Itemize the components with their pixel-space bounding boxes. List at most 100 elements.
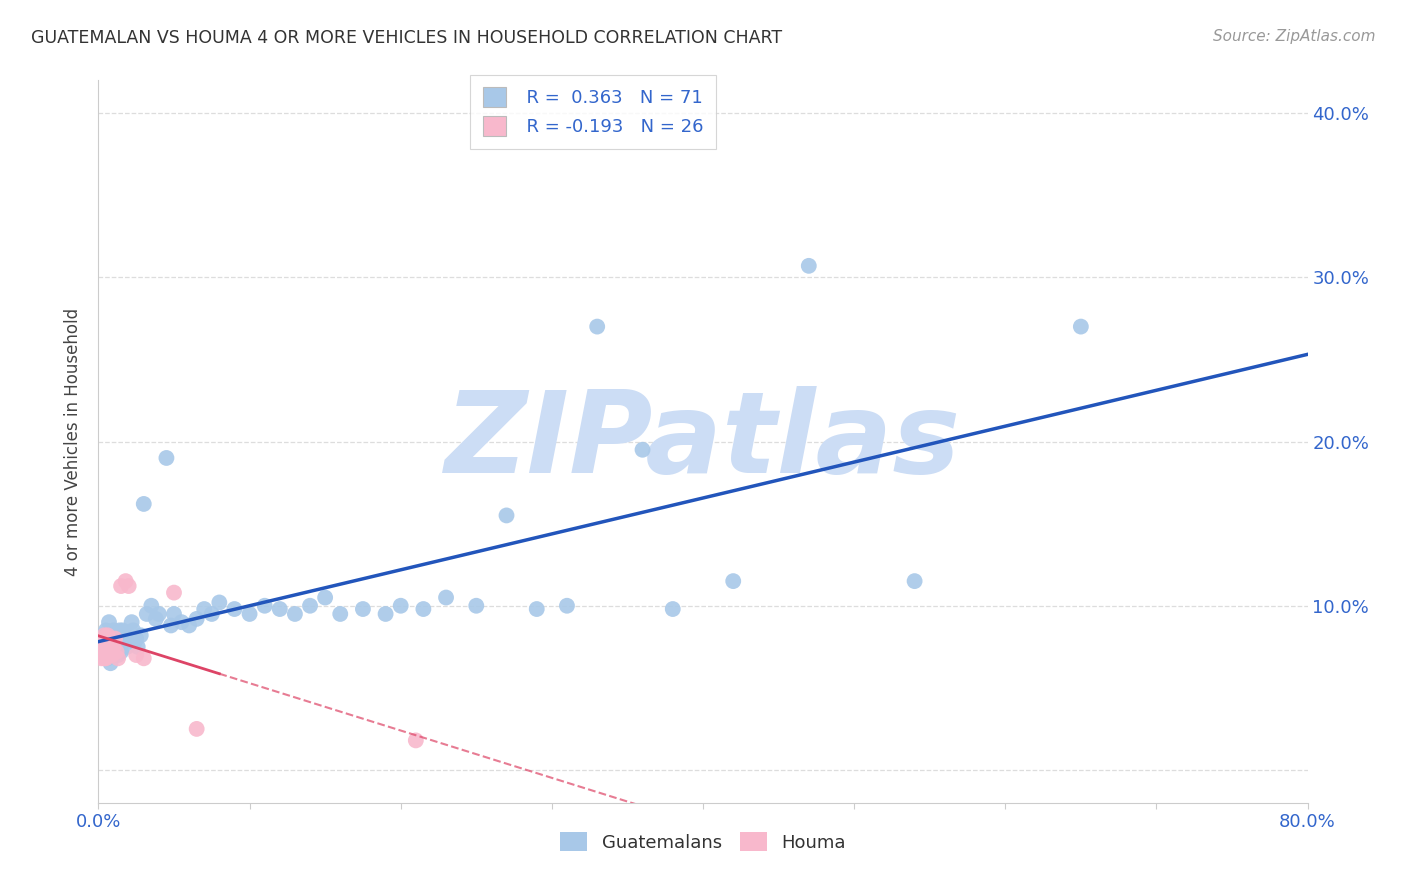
Point <box>405 733 427 747</box>
Point <box>145 612 167 626</box>
Point <box>90 651 112 665</box>
Text: Source: ZipAtlas.com: Source: ZipAtlas.com <box>1212 29 1375 44</box>
Point <box>104 632 127 646</box>
Point <box>412 602 434 616</box>
Point <box>107 635 129 649</box>
Point <box>91 632 114 646</box>
Point <box>284 607 307 621</box>
Point <box>201 607 224 621</box>
Point <box>526 602 548 616</box>
Point <box>904 574 927 588</box>
Point <box>155 450 177 465</box>
Point <box>103 624 125 638</box>
Point <box>723 574 745 588</box>
Point <box>105 628 128 642</box>
Point <box>105 645 128 659</box>
Point <box>110 579 132 593</box>
Point <box>434 591 457 605</box>
Point <box>163 585 186 599</box>
Point <box>141 599 163 613</box>
Point <box>121 615 143 630</box>
Point <box>253 599 276 613</box>
Point <box>96 648 118 662</box>
Point <box>101 648 124 662</box>
Point <box>93 645 115 659</box>
Point <box>186 612 208 626</box>
Point <box>100 635 122 649</box>
Point <box>103 640 125 654</box>
Text: ZIPatlas: ZIPatlas <box>444 386 962 497</box>
Point <box>104 632 127 646</box>
Point <box>797 259 820 273</box>
Point <box>148 607 170 621</box>
Point <box>91 645 114 659</box>
Point <box>160 618 183 632</box>
Point <box>94 635 117 649</box>
Point <box>224 602 246 616</box>
Point <box>352 602 374 616</box>
Point <box>110 645 132 659</box>
Point <box>125 632 148 646</box>
Point <box>107 651 129 665</box>
Point <box>98 640 121 654</box>
Point <box>114 628 136 642</box>
Point <box>118 579 141 593</box>
Point <box>132 651 155 665</box>
Point <box>94 651 117 665</box>
Point <box>186 722 208 736</box>
Point <box>299 599 322 613</box>
Point <box>98 640 121 654</box>
Point <box>135 607 157 621</box>
Point <box>108 624 131 638</box>
Point <box>103 648 125 662</box>
Point <box>555 599 578 613</box>
Point <box>118 632 141 646</box>
Point <box>374 607 396 621</box>
Point <box>124 635 146 649</box>
Point <box>114 574 136 588</box>
Point <box>329 607 352 621</box>
Legend: Guatemalans, Houma: Guatemalans, Houma <box>553 824 853 859</box>
Point <box>112 635 135 649</box>
Point <box>495 508 517 523</box>
Point <box>111 624 134 638</box>
Point <box>170 615 193 630</box>
Point <box>122 624 145 638</box>
Point <box>163 607 186 621</box>
Point <box>127 640 149 654</box>
Point <box>96 651 118 665</box>
Point <box>101 645 124 659</box>
Point <box>661 602 683 616</box>
Point <box>129 628 152 642</box>
Point <box>389 599 412 613</box>
Point <box>94 624 117 638</box>
Point <box>179 618 201 632</box>
Point <box>98 615 121 630</box>
Point <box>115 640 138 654</box>
Point <box>91 632 114 646</box>
Point <box>132 497 155 511</box>
Point <box>90 640 112 654</box>
Point <box>89 640 111 654</box>
Text: GUATEMALAN VS HOUMA 4 OR MORE VEHICLES IN HOUSEHOLD CORRELATION CHART: GUATEMALAN VS HOUMA 4 OR MORE VEHICLES I… <box>31 29 782 46</box>
Point <box>631 442 654 457</box>
Point <box>94 635 117 649</box>
Y-axis label: 4 or more Vehicles in Household: 4 or more Vehicles in Household <box>65 308 83 575</box>
Point <box>465 599 488 613</box>
Point <box>90 635 112 649</box>
Point <box>100 657 122 671</box>
Point <box>110 632 132 646</box>
Point <box>269 602 291 616</box>
Point <box>125 648 148 662</box>
Point <box>104 640 127 654</box>
Point <box>1070 319 1092 334</box>
Point <box>107 648 129 662</box>
Point <box>239 607 262 621</box>
Point <box>93 628 115 642</box>
Point <box>586 319 609 334</box>
Point <box>93 651 115 665</box>
Point <box>314 591 336 605</box>
Point <box>96 628 118 642</box>
Point <box>100 635 122 649</box>
Point <box>193 602 215 616</box>
